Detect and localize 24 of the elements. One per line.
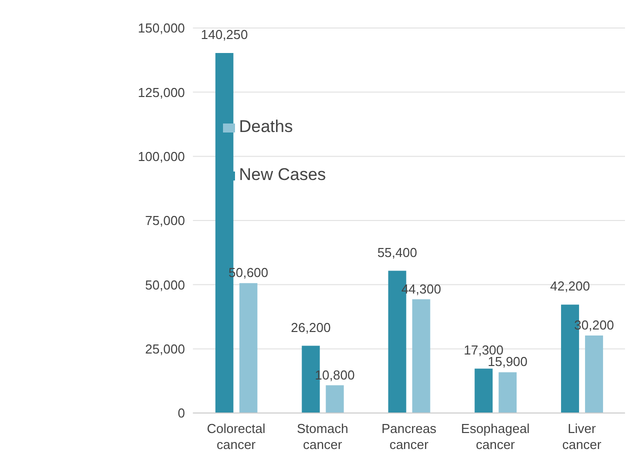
y-tick-label: 0: [178, 406, 185, 421]
bar: [474, 368, 493, 413]
bar: [498, 372, 517, 413]
y-tick-label: 125,000: [138, 84, 185, 100]
x-tick-label: Colorectal cancer: [206, 421, 266, 452]
y-tick-label: 75,000: [145, 213, 185, 228]
bar: [239, 283, 258, 413]
bar: [412, 299, 430, 413]
data-label: 55,400: [377, 244, 418, 260]
y-tick-label: 150,000: [138, 20, 185, 36]
legend-label: Deaths: [239, 117, 293, 136]
y-tick-label: 25,000: [145, 341, 185, 356]
y-tick-label: 50,000: [145, 277, 185, 292]
data-label: 42,200: [550, 278, 590, 294]
legend-label: New Cases: [239, 165, 326, 184]
x-tick-label: Esophageal cancer: [461, 421, 530, 452]
data-label: 26,200: [290, 320, 331, 335]
x-tick-label: Stomach cancer: [296, 421, 348, 452]
bar: [585, 335, 604, 413]
bar: [326, 385, 344, 413]
x-tick-label: Pancreas cancer: [382, 421, 437, 452]
data-label: 140,250: [200, 27, 248, 42]
y-tick-label: 100,000: [138, 148, 185, 164]
x-tick-label: Liver cancer: [562, 421, 602, 452]
